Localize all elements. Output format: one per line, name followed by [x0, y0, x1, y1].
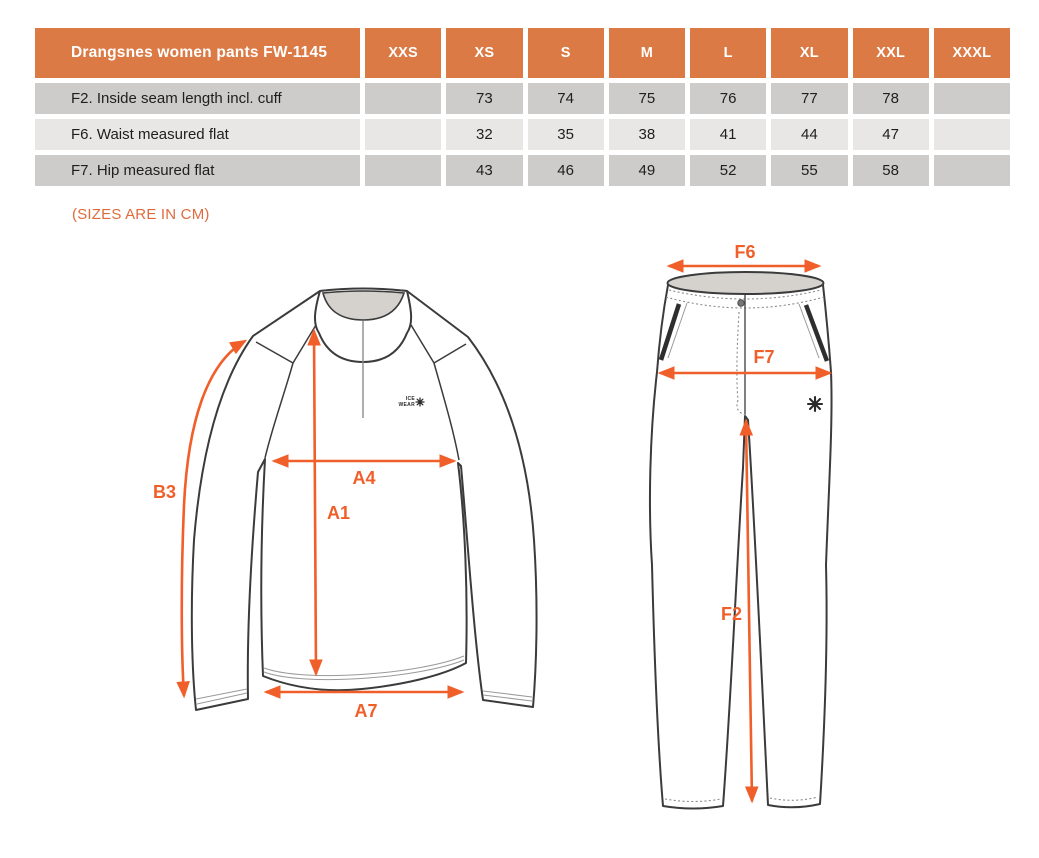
- size-header-xxl: XXL: [852, 28, 929, 78]
- pants-outline: [648, 284, 833, 810]
- value-cell: [933, 155, 1010, 186]
- b3-arrow: [176, 339, 248, 699]
- shirt-right-raglan-seam: [407, 319, 467, 461]
- value-cell: 44: [771, 119, 848, 150]
- size-header-xl: XL: [771, 28, 848, 78]
- pants-logo-snowflake-icon: [806, 395, 824, 413]
- value-cell: 55: [771, 155, 848, 186]
- pants-button: [737, 299, 745, 307]
- value-cell: [933, 83, 1010, 114]
- shirt-logo-text-wear: WEAR: [399, 402, 416, 408]
- size-header-m: M: [608, 28, 685, 78]
- value-cell: 77: [771, 83, 848, 114]
- value-cell: 75: [608, 83, 685, 114]
- pants-waist-opening: [666, 271, 825, 295]
- size-header-s: S: [527, 28, 604, 78]
- size-header-xxxl: XXXL: [933, 28, 1010, 78]
- shirt-diagram: ICE WEAR B3 A4 A1 A7: [153, 287, 538, 721]
- shirt-hem-stitch: [263, 655, 465, 681]
- size-header-xxs: XXS: [365, 28, 442, 78]
- value-cell: [365, 155, 442, 186]
- pants-diagram: F6 F7 F2: [648, 242, 833, 810]
- shirt-logo-text-ice: ICE: [406, 396, 416, 402]
- pants-hem-stitch: [664, 796, 819, 803]
- a7-label: A7: [354, 701, 377, 721]
- size-header-l: L: [690, 28, 767, 78]
- units-note: (SIZES ARE IN CM): [72, 206, 210, 223]
- value-cell: 78: [852, 83, 929, 114]
- value-cell: 49: [608, 155, 685, 186]
- f7-label: F7: [753, 347, 774, 367]
- pants-left-pocket-stitch: [667, 302, 688, 359]
- value-cell: 52: [690, 155, 767, 186]
- value-cell: 43: [446, 155, 523, 186]
- value-cell: 74: [527, 83, 604, 114]
- value-cell: 58: [852, 155, 929, 186]
- size-header-xs: XS: [446, 28, 523, 78]
- size-table: Drangsnes women pants FW-1145 XXS XS S M L XL…: [35, 28, 1010, 186]
- pants-right-pocket-stitch: [798, 303, 820, 359]
- value-cell: [933, 119, 1010, 150]
- value-cell: [365, 83, 442, 114]
- value-cell: 41: [690, 119, 767, 150]
- value-cell: 38: [608, 119, 685, 150]
- table-title: Drangsnes women pants FW-1145: [35, 28, 360, 78]
- value-cell: [365, 119, 442, 150]
- row-label: F6. Waist measured flat: [35, 119, 360, 150]
- value-cell: 35: [527, 119, 604, 150]
- f6-label: F6: [734, 242, 755, 262]
- shirt-collar-inner: [321, 290, 406, 321]
- f2-arrow: [739, 418, 759, 804]
- pants-right-pocket: [803, 304, 830, 362]
- b3-label: B3: [153, 482, 176, 502]
- a1-label: A1: [327, 503, 350, 523]
- a4-label: A4: [352, 468, 375, 488]
- shirt-left-raglan-seam: [255, 319, 320, 459]
- value-cell: 47: [852, 119, 929, 150]
- value-cell: 32: [446, 119, 523, 150]
- value-cell: 73: [446, 83, 523, 114]
- row-label: F2. Inside seam length incl. cuff: [35, 83, 360, 114]
- pants-fly-stitch: [736, 311, 747, 416]
- value-cell: 76: [690, 83, 767, 114]
- f2-label: F2: [721, 604, 742, 624]
- pants-left-pocket: [658, 303, 682, 361]
- row-label: F7. Hip measured flat: [35, 155, 360, 186]
- a1-arrow: [307, 328, 323, 677]
- value-cell: 46: [527, 155, 604, 186]
- shirt-logo-snowflake-icon: [415, 397, 425, 407]
